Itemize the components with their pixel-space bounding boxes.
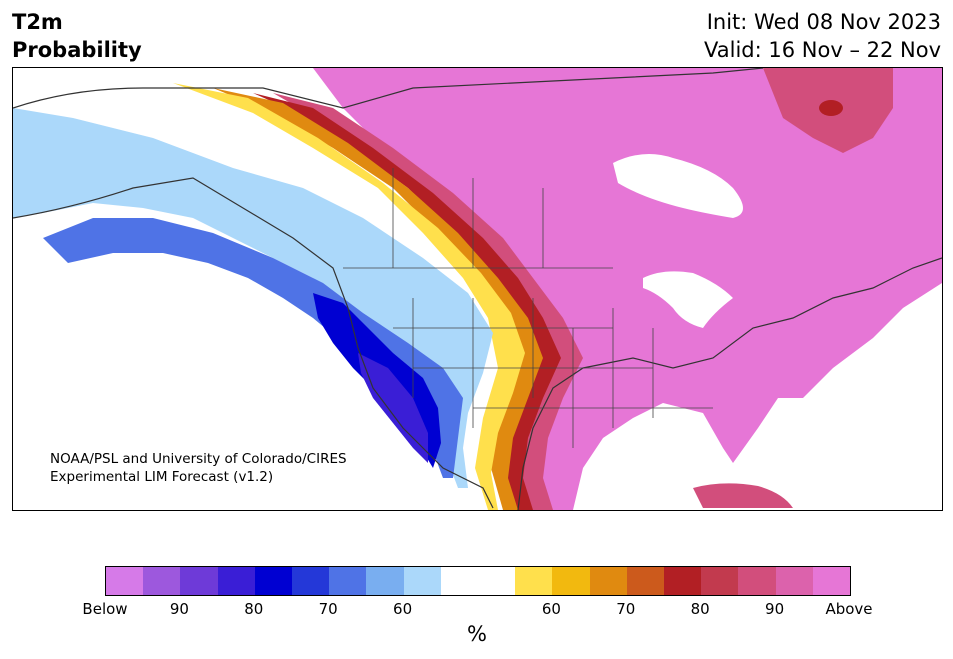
- valid-range: Valid: 16 Nov – 22 Nov: [704, 38, 941, 62]
- colorbar-cell: [106, 567, 144, 595]
- greenland-core: [819, 100, 843, 116]
- data-credit: NOAA/PSL and University of Colorado/CIRE…: [50, 450, 347, 486]
- colorbar-cell: [143, 567, 181, 595]
- chart-title: T2m Probability: [12, 8, 142, 64]
- colorbar-tick-label: 70: [318, 600, 338, 618]
- colorbar-cell: [403, 567, 441, 595]
- colorbar-cell: [552, 567, 590, 595]
- map-panel: NOAA/PSL and University of Colorado/CIRE…: [12, 67, 943, 511]
- colorbar-unit-label: %: [467, 622, 487, 646]
- colorbar-cell: [589, 567, 627, 595]
- colorbar-tick-label: 90: [765, 600, 785, 618]
- band-lightblue: [13, 108, 493, 488]
- colorbar-cell: [440, 567, 479, 595]
- colorbar-cell: [217, 567, 255, 595]
- colorbar-tick-label: 60: [393, 600, 413, 618]
- colorbar-cell: [254, 567, 293, 595]
- title-line-1: T2m: [12, 10, 63, 34]
- forecast-dates: Init: Wed 08 Nov 2023 Valid: 16 Nov – 22…: [704, 8, 941, 64]
- colorbar-cell: [329, 567, 367, 595]
- probability-map: [13, 68, 942, 510]
- colorbar-tick-label: 90: [169, 600, 189, 618]
- colorbar-tick-label: 80: [690, 600, 710, 618]
- colorbar-tick-label: 80: [244, 600, 264, 618]
- colorbar-cell: [626, 567, 665, 595]
- coastline: [13, 68, 942, 510]
- hudson-bay: [613, 154, 743, 218]
- credit-line-2: Experimental LIM Forecast (v1.2): [50, 469, 274, 485]
- band-pink: [273, 93, 583, 510]
- political-borders: [343, 168, 713, 448]
- colorbar-tick-label: 60: [541, 600, 561, 618]
- init-date: Init: Wed 08 Nov 2023: [706, 10, 941, 34]
- band-yellow: [173, 83, 525, 510]
- colorbar-cell: [775, 567, 813, 595]
- colorbar-cell: [812, 567, 851, 595]
- title-line-2: Probability: [12, 38, 142, 62]
- colorbar-cell: [292, 567, 330, 595]
- colorbar-cell: [478, 567, 516, 595]
- above-normal-region: [313, 68, 942, 510]
- colorbar-tick-label: 70: [616, 600, 636, 618]
- colorbar-cell: [738, 567, 776, 595]
- colorbar-cell: [515, 567, 553, 595]
- band-orange: [213, 88, 543, 510]
- credit-line-1: NOAA/PSL and University of Colorado/CIRE…: [50, 451, 347, 467]
- colorbar-cell: [664, 567, 702, 595]
- colorbar: [105, 566, 851, 596]
- colorbar-cell: [180, 567, 218, 595]
- cuba: [693, 483, 793, 508]
- colorbar-tick-label: Below: [82, 600, 128, 618]
- band-red: [253, 93, 561, 510]
- colorbar-cell: [701, 567, 739, 595]
- great-lakes: [643, 271, 733, 328]
- colorbar-tick-label: Above: [825, 600, 873, 618]
- colorbar-cell: [366, 567, 404, 595]
